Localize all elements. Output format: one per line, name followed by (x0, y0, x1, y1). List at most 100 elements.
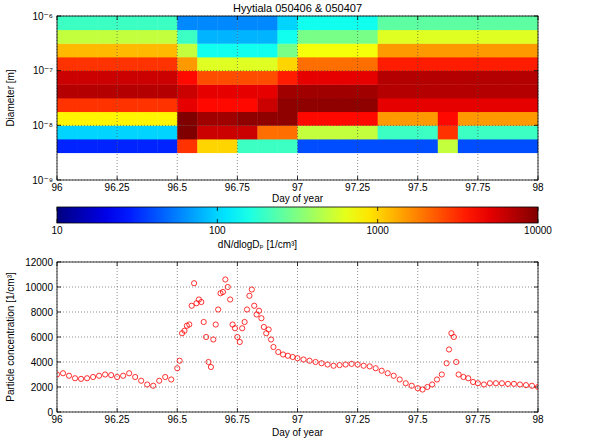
scatter-point (456, 372, 461, 377)
heatmap-cell (518, 84, 538, 98)
grid-line (477, 16, 478, 180)
x-tick (417, 176, 418, 180)
scatter-point (259, 316, 264, 321)
heatmap-cell (298, 16, 318, 30)
y-tick (534, 16, 538, 17)
scatter-point (487, 381, 492, 386)
x-tick (297, 262, 298, 266)
heatmap-cell (398, 139, 418, 153)
heatmap-cell (257, 43, 277, 57)
x-tick-label: 96.75 (225, 414, 250, 425)
heatmap-cell (418, 139, 438, 153)
heatmap-cell (257, 71, 277, 85)
heatmap-cell (338, 57, 358, 71)
x-tick (177, 262, 178, 266)
x-tick (417, 408, 418, 412)
y-tick (534, 337, 538, 338)
y-tick (534, 180, 538, 181)
heatmap-cell (257, 125, 277, 139)
colorbar-tick (57, 207, 58, 211)
heatmap-cell (157, 43, 177, 57)
heatmap-cell (438, 98, 458, 112)
heatmap-cell (378, 57, 398, 71)
heatmap-cell (478, 16, 498, 30)
heatmap-cell (137, 16, 157, 30)
colorbar-tick (57, 219, 58, 223)
heatmap-cell (398, 30, 418, 44)
scatter-point (325, 362, 330, 367)
scatter-point (523, 383, 528, 388)
x-tick (57, 408, 58, 412)
heatmap-cell (237, 125, 257, 139)
grid-line (117, 16, 118, 180)
heatmap-cell (358, 71, 378, 85)
scatter-point (499, 381, 504, 386)
heatmap-cell (257, 112, 277, 126)
heatmap-cell (137, 43, 157, 57)
x-tick (237, 408, 238, 412)
scatter-point (266, 327, 271, 332)
heatmap-cell (378, 30, 398, 44)
heatmap-cell (338, 43, 358, 57)
scatter-point (204, 334, 209, 339)
heatmap-cell (117, 98, 137, 112)
heatmap-cell (117, 30, 137, 44)
grid-line (57, 362, 538, 363)
x-tick (297, 16, 298, 20)
scatter-point (60, 371, 65, 376)
heatmap-cell (217, 57, 237, 71)
heatmap-cell (277, 139, 297, 153)
scatter-point (84, 376, 89, 381)
heatmap-cell (117, 112, 137, 126)
grid-line (57, 312, 538, 313)
heatmap-cell (478, 139, 498, 153)
x-tick (177, 16, 178, 20)
scatter-point (319, 361, 324, 366)
heatmap-cell (97, 43, 117, 57)
x-tick (237, 262, 238, 266)
heatmap-cell (157, 16, 177, 30)
heatmap-cell (277, 16, 297, 30)
x-tick (117, 262, 118, 266)
scatter-point (264, 331, 269, 336)
heatmap-cell (438, 43, 458, 57)
heatmap-cell (57, 125, 77, 139)
scatter-point (145, 382, 150, 387)
scatter-point (535, 384, 538, 389)
x-tick (477, 262, 478, 266)
x-tick (117, 176, 118, 180)
heatmap-cell (418, 43, 438, 57)
x-tick-label: 96.5 (168, 182, 188, 193)
heatmap-cell (498, 112, 518, 126)
heatmap-cell (358, 125, 378, 139)
y-tick-label: 2000 (31, 382, 54, 393)
heatmap-cell (77, 139, 97, 153)
heatmap-cell (237, 139, 257, 153)
scatter-point (189, 303, 194, 308)
scatter-point (177, 358, 182, 363)
heatmap-cell (458, 139, 478, 153)
heatmap-cell (197, 139, 217, 153)
scatter-point (434, 377, 439, 382)
heatmap-cell (277, 30, 297, 44)
y-tick (534, 362, 538, 363)
heatmap-cell (117, 139, 137, 153)
grid-line (57, 387, 538, 388)
scatter-point (271, 344, 276, 349)
heatmap-cell (458, 98, 478, 112)
heatmap-cell (197, 84, 217, 98)
heatmap-cell (97, 125, 117, 139)
heatmap-cell (137, 139, 157, 153)
heatmap-cell (237, 57, 257, 71)
y-tick (534, 70, 538, 71)
heatmap-cell (358, 112, 378, 126)
heatmap-cell (438, 112, 458, 126)
scatter-point (493, 381, 498, 386)
scatter-point (206, 359, 211, 364)
scatter-point (461, 374, 466, 379)
grid-line (57, 287, 538, 288)
heatmap-cell (318, 139, 338, 153)
heatmap-cell (117, 43, 137, 57)
heatmap-cell (318, 71, 338, 85)
heatmap-cell (277, 98, 297, 112)
